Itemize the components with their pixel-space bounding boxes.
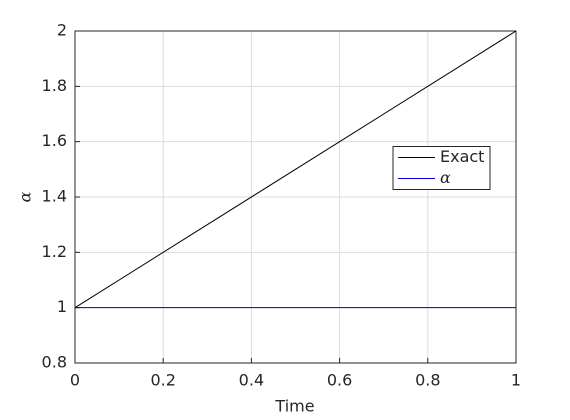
legend-label: α bbox=[440, 168, 451, 187]
y-tick-label: 0.8 bbox=[42, 353, 67, 372]
y-tick-label: 1.6 bbox=[42, 131, 67, 150]
x-tick-label: 0.8 bbox=[415, 371, 440, 390]
legend-label: Exact bbox=[440, 147, 484, 166]
y-tick-label: 1.2 bbox=[42, 242, 67, 261]
y-tick-label: 2 bbox=[57, 21, 67, 40]
x-tick-label: 0.2 bbox=[150, 371, 175, 390]
x-tick-label: 1 bbox=[511, 371, 521, 390]
y-tick-label: 1 bbox=[57, 297, 67, 316]
y-tick-label: 1.4 bbox=[42, 187, 67, 206]
x-tick-label: 0 bbox=[70, 371, 80, 390]
x-axis-label: Time bbox=[274, 397, 314, 416]
axes-box bbox=[74, 30, 517, 364]
y-tick-label: 1.8 bbox=[42, 76, 67, 95]
legend-box bbox=[392, 146, 491, 190]
y-axis-label: α bbox=[16, 191, 35, 202]
x-tick-label: 0.4 bbox=[239, 371, 264, 390]
series-line bbox=[74, 30, 517, 309]
x-tick-label: 0.6 bbox=[327, 371, 352, 390]
legend: Exact α bbox=[392, 146, 491, 190]
